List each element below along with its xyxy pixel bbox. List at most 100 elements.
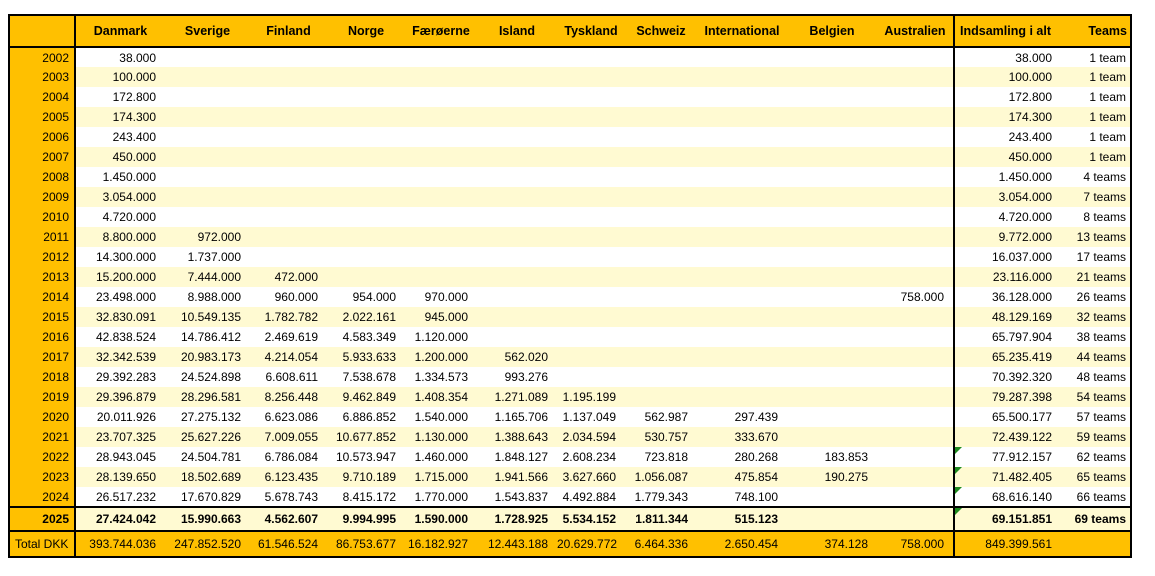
value-cell-australien <box>877 467 954 487</box>
value-cell-belgien <box>787 407 877 427</box>
col-header-norge: Norge <box>327 15 405 48</box>
value-cell-sverige: 18.502.689 <box>165 467 250 487</box>
total-cell-international: 2.650.454 <box>697 530 787 558</box>
value-cell-australien <box>877 267 954 287</box>
value-cell-danmark: 172.800 <box>75 87 165 107</box>
value-cell-sverige: 14.786.412 <box>165 327 250 347</box>
value-cell-australien <box>877 387 954 407</box>
value-cell-danmark: 3.054.000 <box>75 187 165 207</box>
value-cell-schweiz <box>625 367 697 387</box>
value-cell-faeroerne <box>405 247 477 267</box>
year-cell: 2017 <box>9 347 76 367</box>
table-row-2021: 2021 23.707.325 25.627.226 7.009.055 10.677.… <box>9 427 1131 447</box>
year-cell: 2018 <box>9 367 76 387</box>
value-cell-australien <box>877 347 954 367</box>
value-cell-tyskland: 3.627.660 <box>557 467 625 487</box>
value-cell-tyskland <box>557 127 625 147</box>
value-cell-faeroerne: 1.120.000 <box>405 327 477 347</box>
table-row-2016: 2016 42.838.524 14.786.412 2.469.619 4.583.3… <box>9 327 1131 347</box>
table-row-2024: 2024 26.517.232 17.670.829 5.678.743 8.415.1… <box>9 487 1131 507</box>
total-cell-belgien: 374.128 <box>787 530 877 558</box>
value-cell-teams: 44 teams <box>1060 347 1131 367</box>
value-cell-schweiz: 562.987 <box>625 407 697 427</box>
value-cell-belgien: 183.853 <box>787 447 877 467</box>
value-cell-indsamling-i-alt: 48.129.169 <box>953 307 1060 327</box>
value-cell-belgien <box>787 107 877 127</box>
value-cell-belgien <box>787 427 877 447</box>
year-cell: 2003 <box>9 67 76 87</box>
table-row-2003: 2003 100.000 100.000 1 team <box>9 67 1131 87</box>
value-cell-tyskland <box>557 347 625 367</box>
value-cell-indsamling-i-alt: 79.287.398 <box>953 387 1060 407</box>
value-cell-indsamling-i-alt: 36.128.000 <box>953 287 1060 307</box>
value-cell-belgien <box>787 127 877 147</box>
error-flag-icon <box>956 487 962 494</box>
value-cell-tyskland <box>557 367 625 387</box>
table-row-2023: 2023 28.139.650 18.502.689 6.123.435 9.710.1… <box>9 467 1131 487</box>
total-cell-sverige: 247.852.520 <box>165 530 250 558</box>
value-cell-australien <box>877 47 954 67</box>
value-cell-sverige <box>165 47 250 67</box>
value-cell-international: 280.268 <box>697 447 787 467</box>
value-cell-tyskland: 2.034.594 <box>557 427 625 447</box>
table-row-2005: 2005 174.300 174.300 1 team <box>9 107 1131 127</box>
year-cell: 2021 <box>9 427 76 447</box>
col-header-teams: Teams <box>1060 15 1131 48</box>
value-cell-indsamling-i-alt: 68.616.140 <box>953 487 1060 507</box>
value-cell-danmark: 4.720.000 <box>75 207 165 227</box>
year-cell: 2024 <box>9 487 76 507</box>
value-cell-belgien <box>787 67 877 87</box>
value-cell-norge: 5.933.633 <box>327 347 405 367</box>
value-cell-faeroerne: 1.200.000 <box>405 347 477 367</box>
value-cell-international <box>697 107 787 127</box>
table-row-2018: 2018 29.392.283 24.524.898 6.608.611 7.538.6… <box>9 367 1131 387</box>
value-cell-finland <box>250 147 327 167</box>
value-cell-tyskland <box>557 107 625 127</box>
value-cell-sverige <box>165 87 250 107</box>
col-header-international: International <box>697 15 787 48</box>
value-cell-international <box>697 47 787 67</box>
fundraising-table: Danmark Sverige Finland Norge Færøerne Island… <box>8 14 1132 558</box>
value-cell-danmark: 174.300 <box>75 107 165 127</box>
value-cell-island <box>477 127 557 147</box>
value-cell-island <box>477 167 557 187</box>
value-cell-danmark: 42.838.524 <box>75 327 165 347</box>
value-cell-indsamling-i-alt: 69.151.851 <box>953 506 1060 532</box>
value-cell-danmark: 243.400 <box>75 127 165 147</box>
value-cell-australien <box>877 487 954 507</box>
value-cell-tyskland <box>557 207 625 227</box>
value-cell-norge <box>327 147 405 167</box>
value-cell-teams: 1 team <box>1060 87 1131 107</box>
value-cell-danmark: 29.396.879 <box>75 387 165 407</box>
value-cell-tyskland <box>557 247 625 267</box>
value-cell-finland: 6.123.435 <box>250 467 327 487</box>
value-cell-international <box>697 127 787 147</box>
col-header-schweiz: Schweiz <box>625 15 697 48</box>
value-cell-international: 748.100 <box>697 487 787 507</box>
value-cell-island <box>477 267 557 287</box>
value-cell-indsamling-i-alt: 70.392.320 <box>953 367 1060 387</box>
value-cell-australien <box>877 427 954 447</box>
value-cell-finland: 6.608.611 <box>250 367 327 387</box>
value-cell-teams: 4 teams <box>1060 167 1131 187</box>
value-cell-schweiz: 1.811.344 <box>625 506 697 532</box>
value-cell-tyskland <box>557 167 625 187</box>
value-cell-finland: 4.562.607 <box>250 506 327 532</box>
value-cell-faeroerne <box>405 47 477 67</box>
value-cell-indsamling-i-alt: 3.054.000 <box>953 187 1060 207</box>
value-cell-danmark: 23.498.000 <box>75 287 165 307</box>
value-cell-australien <box>877 87 954 107</box>
value-cell-sverige: 7.444.000 <box>165 267 250 287</box>
value-cell-indsamling-i-alt: 172.800 <box>953 87 1060 107</box>
value-cell-danmark: 20.011.926 <box>75 407 165 427</box>
value-cell-schweiz <box>625 107 697 127</box>
value-cell-faeroerne: 1.770.000 <box>405 487 477 507</box>
value-cell-international <box>697 347 787 367</box>
value-cell-finland <box>250 107 327 127</box>
value-cell-tyskland <box>557 187 625 207</box>
value-cell-island: 1.848.127 <box>477 447 557 467</box>
value-cell-faeroerne <box>405 187 477 207</box>
total-cell-teams <box>1060 530 1131 558</box>
value-cell-international <box>697 67 787 87</box>
value-cell-faeroerne: 1.408.354 <box>405 387 477 407</box>
